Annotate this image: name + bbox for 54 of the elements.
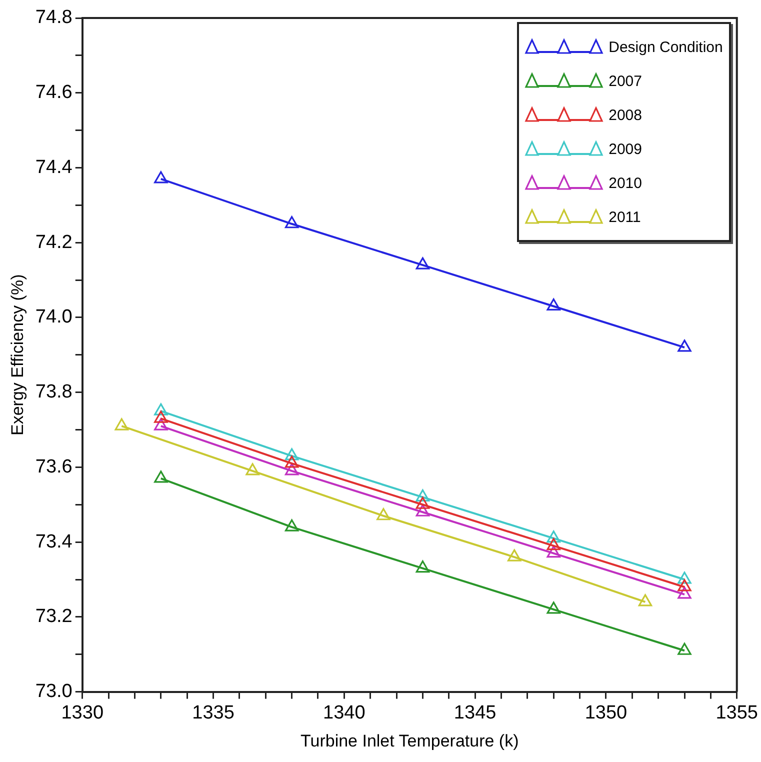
point <box>154 418 168 430</box>
x-tick-label: 1345 <box>454 702 496 724</box>
legend-label: 2010 <box>608 174 642 192</box>
point <box>284 448 299 460</box>
x-tick-label: 1340 <box>323 702 366 724</box>
point <box>416 504 430 516</box>
point <box>678 586 692 599</box>
point <box>678 572 692 584</box>
point <box>638 594 652 606</box>
point <box>376 508 390 520</box>
y-tick-label: 73.2 <box>35 606 72 628</box>
y-tick-label: 73.4 <box>35 531 73 552</box>
point <box>284 216 299 228</box>
point <box>246 463 260 476</box>
y-axis-title: Exergy Efficiency (%) <box>8 274 27 436</box>
point <box>154 470 168 483</box>
point <box>114 418 129 430</box>
legend-label: 2008 <box>608 106 642 124</box>
y-tick-label: 74.4 <box>35 156 73 178</box>
point <box>154 171 168 184</box>
y-tick-label: 74.6 <box>35 82 72 104</box>
legend-label: Design Condition <box>608 38 723 56</box>
point <box>546 545 560 558</box>
point <box>546 530 560 543</box>
point <box>416 257 430 270</box>
point <box>416 560 430 573</box>
point <box>546 298 560 311</box>
point <box>507 549 522 562</box>
y-tick-label: 73.0 <box>35 681 72 702</box>
point <box>154 403 168 416</box>
y-tick-label: 74.2 <box>35 232 72 253</box>
legend-label: 2007 <box>608 72 642 90</box>
point <box>678 642 692 655</box>
x-tick-label: 1335 <box>192 702 234 724</box>
point <box>546 538 560 550</box>
x-tick-label: 1350 <box>584 702 628 724</box>
x-axis-title: Turbine Inlet Temperature (k) <box>300 731 519 750</box>
point <box>678 340 692 352</box>
point <box>678 579 692 592</box>
y-tick-label: 74.8 <box>35 7 72 28</box>
legend-label: 2011 <box>608 208 641 226</box>
point <box>154 410 168 423</box>
x-tick-label: 1330 <box>61 702 104 724</box>
y-tick-label: 73.8 <box>35 382 72 403</box>
point <box>546 602 560 614</box>
point <box>284 463 299 476</box>
y-tick-label: 73.6 <box>35 456 72 478</box>
point <box>284 456 299 468</box>
legend-label: 2009 <box>608 140 642 158</box>
point <box>284 519 299 532</box>
point <box>416 489 430 502</box>
point <box>416 496 430 509</box>
y-tick-label: 74.0 <box>35 306 72 328</box>
x-tick-label: 1355 <box>716 702 758 724</box>
